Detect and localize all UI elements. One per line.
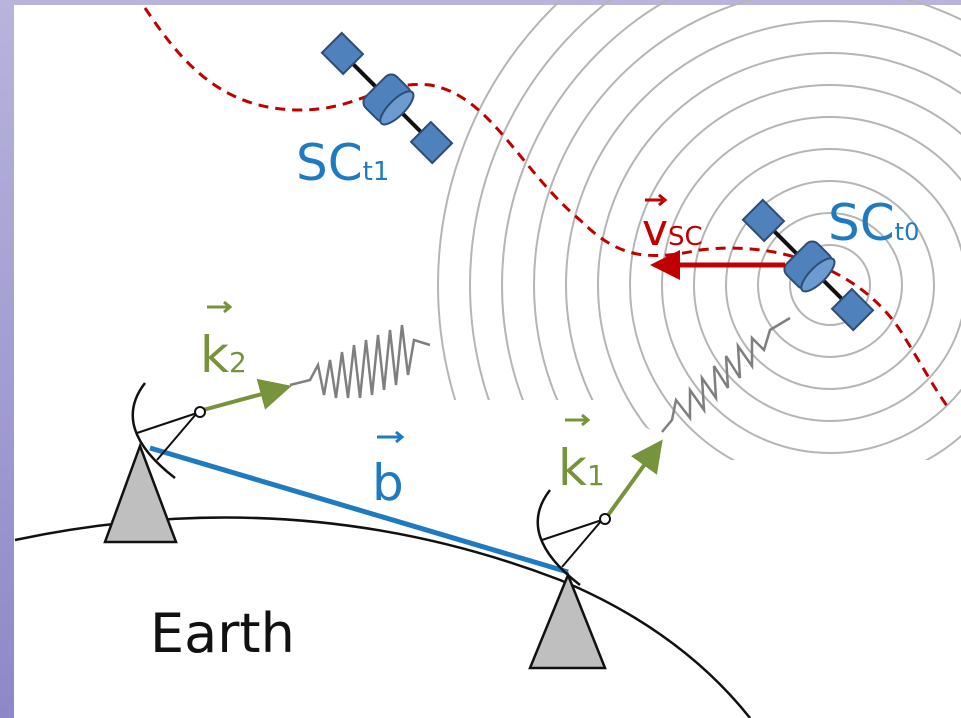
label-b: b (372, 454, 404, 512)
label-earth: Earth (150, 602, 295, 665)
frame-left (0, 0, 14, 718)
diagram: SCt1 SCt0 vSC k2 k1 b Earth (0, 0, 961, 718)
frame-top (0, 0, 961, 5)
